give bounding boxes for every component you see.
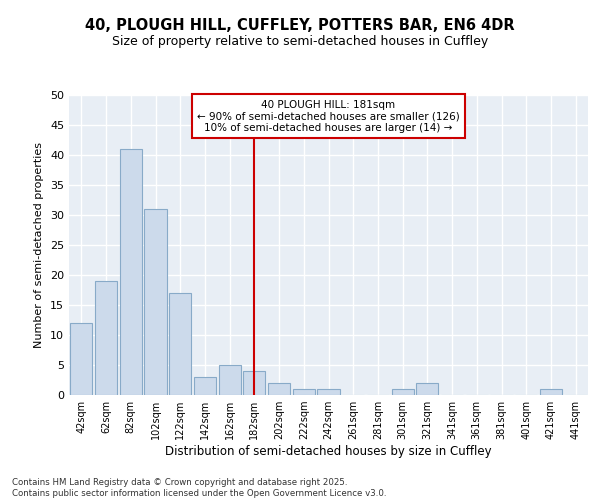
- Bar: [119, 149, 142, 395]
- Bar: [145, 209, 167, 395]
- Text: Contains HM Land Registry data © Crown copyright and database right 2025.
Contai: Contains HM Land Registry data © Crown c…: [12, 478, 386, 498]
- X-axis label: Distribution of semi-detached houses by size in Cuffley: Distribution of semi-detached houses by …: [165, 445, 492, 458]
- Text: 40 PLOUGH HILL: 181sqm
← 90% of semi-detached houses are smaller (126)
10% of se: 40 PLOUGH HILL: 181sqm ← 90% of semi-det…: [197, 100, 460, 132]
- Text: Size of property relative to semi-detached houses in Cuffley: Size of property relative to semi-detach…: [112, 35, 488, 48]
- Bar: [540, 389, 562, 395]
- Bar: [392, 389, 414, 395]
- Bar: [293, 389, 315, 395]
- Bar: [243, 371, 265, 395]
- Text: 40, PLOUGH HILL, CUFFLEY, POTTERS BAR, EN6 4DR: 40, PLOUGH HILL, CUFFLEY, POTTERS BAR, E…: [85, 18, 515, 32]
- Bar: [416, 383, 439, 395]
- Bar: [169, 293, 191, 395]
- Bar: [317, 389, 340, 395]
- Bar: [218, 365, 241, 395]
- Bar: [70, 323, 92, 395]
- Bar: [95, 281, 117, 395]
- Bar: [194, 377, 216, 395]
- Bar: [268, 383, 290, 395]
- Y-axis label: Number of semi-detached properties: Number of semi-detached properties: [34, 142, 44, 348]
